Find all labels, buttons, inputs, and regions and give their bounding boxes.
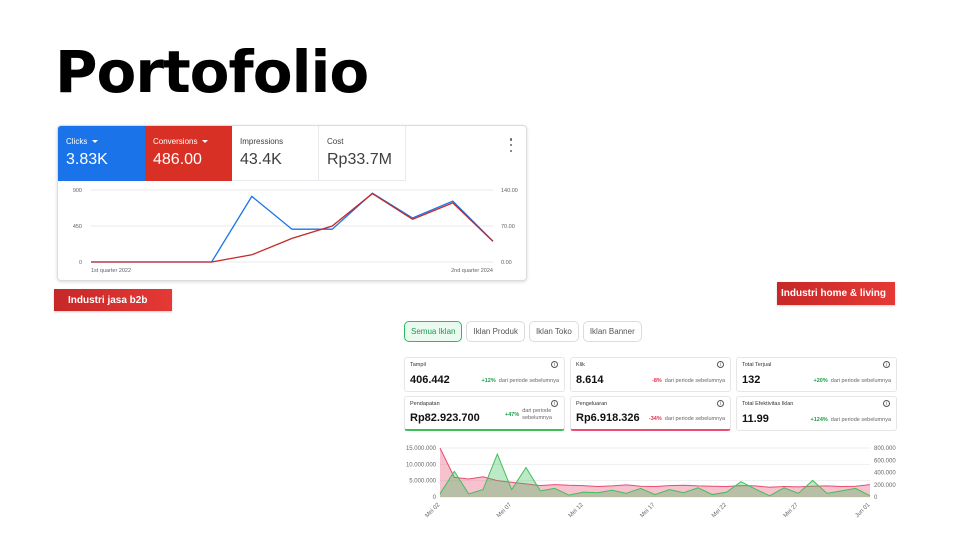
stat-card-pendapatan[interactable]: Pendapatan i Rp82.923.700 +47% dari perio… [404,396,565,431]
stat-change: -34% [648,416,662,422]
stat-card-tampil[interactable]: Tampil i 406.442 +12% dari periode sebelu… [404,357,565,392]
stat-note: dari periode sebelumnya [830,417,891,423]
x-tick-label: Mei 22 [711,502,728,519]
info-icon[interactable]: i [717,400,724,407]
y-tick-label-right: 800.000 [874,446,896,452]
stat-value: 132 [742,374,761,386]
stat-value: 11.99 [742,413,769,425]
x-tick-label: 2nd quarter 2024 [451,268,493,274]
stat-change: +12% [481,378,496,384]
series-line-pengeluaran [439,452,871,497]
x-tick-label: Mei 17 [639,502,656,519]
x-tick-label: Mei 02 [424,502,441,519]
stat-change: +124% [810,417,828,423]
y-tick-label-right: 70.00 [501,224,515,230]
caret-down-icon [202,140,209,143]
stat-note: dari periode sebelumnya [664,416,725,422]
stat-note: dari periode sebelumnya [498,378,559,384]
page-title: Portofolio [55,38,369,106]
metric-label: Impressions [240,137,284,146]
caret-down-icon [92,140,99,143]
stat-label: Pengeluaran [576,401,608,407]
metric-impressions[interactable]: Impressions 43.4K [232,126,319,181]
stat-change: +20% [813,378,828,384]
y-tick-label-right: 0 [874,495,878,501]
metric-cost[interactable]: Cost Rp33.7M [319,126,406,181]
stat-value: 8.614 [576,374,604,386]
x-tick-label: Mei 27 [783,502,800,519]
info-icon[interactable]: i [883,400,890,407]
metric-conversions[interactable]: Conversions 486.00 [145,126,232,181]
stat-change: +47% [505,411,520,418]
y-tick-label-left: 5.000.000 [409,479,436,485]
stat-note: dari periode sebelumnya [664,378,725,384]
metric-value: 3.83K [66,151,108,168]
stat-label: Total Efektivitas Iklan [742,401,794,407]
stat-label: Tampil [410,362,426,368]
metric-clicks[interactable]: Clicks 3.83K [58,126,145,181]
tab-semua-iklan[interactable]: Semua Iklan [404,321,463,342]
stat-label: Total Terjual [742,362,772,368]
tab-iklan-produk[interactable]: Iklan Produk [466,321,525,342]
y-tick-label-right: 140.00 [501,188,518,194]
tab-iklan-banner[interactable]: Iklan Banner [582,321,642,342]
ads-performance-card: Clicks 3.83K Conversions 486.00 Impressi… [57,125,527,281]
info-icon[interactable]: i [551,361,558,368]
info-icon[interactable]: i [883,361,890,368]
x-tick-label: 1st quarter 2022 [91,268,131,274]
stat-card-total-efektivitas[interactable]: Total Efektivitas Iklan i 11.99 +124% dar… [736,396,897,431]
stat-card-klik[interactable]: Klik i 8.614 -8% dari periode sebelumnya [570,357,731,392]
y-tick-label-right: 0.00 [501,260,512,266]
tab-iklan-toko[interactable]: Iklan Toko [528,321,579,342]
series-line-pendapatan [439,447,871,488]
series-line-conversions [91,192,494,263]
metric-label: Clicks [66,137,88,146]
y-tick-label-right: 600.000 [874,458,896,464]
info-icon[interactable]: i [717,361,724,368]
y-tick-label-right: 200.000 [874,483,896,489]
y-tick-label-left: 0 [433,495,437,501]
x-tick-label: Jun 01 [854,502,871,519]
tag-industri-b2b: Industri jasa b2b [54,289,172,311]
info-icon[interactable]: i [551,400,558,407]
x-tick-label: Mei 12 [568,502,585,519]
metric-value: 486.00 [153,151,202,168]
stat-card-pengeluaran[interactable]: Pengeluaran i Rp6.918.326 -34% dari perio… [570,396,731,431]
metric-label: Cost [327,137,344,146]
stat-value: Rp82.923.700 [410,412,480,424]
y-tick-label-left: 0 [79,260,82,266]
metric-value: 43.4K [240,151,282,168]
tag-industri-home-living: Industri home & living [777,282,895,305]
ads-line-chart: 900 140.00 450 70.00 0 0.00 1st quarter 2022 2n… [73,188,518,274]
stat-value: 406.442 [410,374,450,386]
marketplace-area-chart: 15.000.000 10.000.000 5.000.000 0 800.000 600… [406,446,896,519]
y-tick-label-left: 900 [73,188,82,194]
stat-value: Rp6.918.326 [576,412,640,424]
stat-note: dari periode sebelumnya [522,408,552,421]
stat-note: dari periode sebelumnya [830,378,891,384]
y-tick-label-left: 10.000.000 [406,462,437,468]
stat-card-total-terjual[interactable]: Total Terjual i 132 +20% dari periode seb… [736,357,897,392]
y-tick-label-right: 400.000 [874,471,896,477]
series-area-pendapatan [440,448,870,497]
ad-type-tabs: Semua Iklan Iklan Produk Iklan Toko Ikla… [404,321,642,342]
more-vert-icon[interactable] [507,138,515,152]
metric-value: Rp33.7M [327,151,392,168]
series-line-clicks [91,192,494,263]
y-tick-label-left: 15.000.000 [406,446,437,452]
stat-label: Pendapatan [410,401,440,407]
y-tick-label-left: 450 [73,224,82,230]
x-tick-label: Mei 07 [496,502,513,519]
metric-label: Conversions [153,137,198,146]
stat-label: Klik [576,362,585,368]
series-area-pengeluaran [440,454,870,497]
stat-change: -8% [651,378,662,384]
